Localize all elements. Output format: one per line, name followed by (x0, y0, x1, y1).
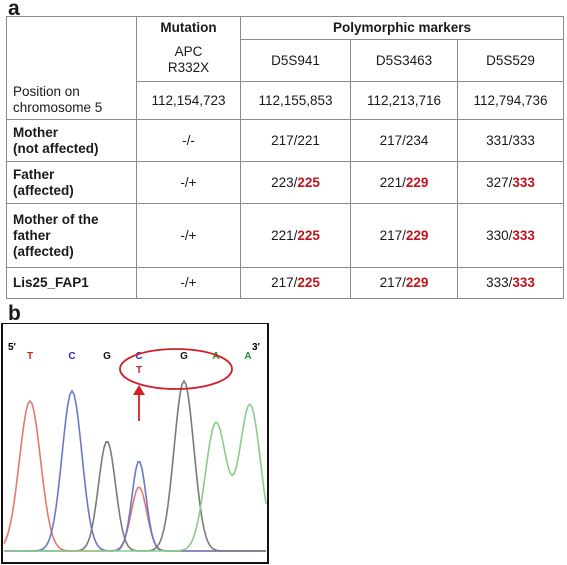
position-mutation: 112,154,723 (136, 81, 241, 120)
genotype-table: Mutation Polymorphic markers APC R332X D… (6, 16, 564, 299)
trace-a (4, 402, 267, 552)
marker-d5s3463-header: D5S3463 (350, 39, 458, 82)
base-call-a: A (244, 351, 251, 362)
trace-group (3, 379, 267, 552)
row-mutation: -/+ (136, 267, 241, 299)
position-d5s941: 112,155,853 (240, 81, 351, 120)
five-prime-label: 5' (8, 342, 16, 353)
marker-d5s529-header: D5S529 (457, 39, 564, 82)
polymorphic-markers-header: Polymorphic markers (240, 16, 564, 40)
row-name: Mother (not affected) (6, 119, 137, 162)
table-corner-cell (6, 16, 137, 40)
position-d5s3463: 112,213,716 (350, 81, 458, 120)
row-d5s3463: 221/229 (350, 161, 458, 204)
row-name: Lis25_FAP1 (6, 267, 137, 299)
chromatogram: 5' 3' T C G CTG A A (1, 323, 269, 564)
row-mutation: -/+ (136, 203, 241, 268)
panel-a-label: a (8, 0, 20, 20)
mutation-arrow-head (133, 385, 145, 395)
base-call-a: A (212, 351, 219, 362)
row-d5s3463: 217/234 (350, 119, 458, 162)
row-mutation: -/- (136, 119, 241, 162)
base-call-c: C (135, 351, 142, 362)
table-corner-cell-2 (6, 39, 137, 82)
row-d5s529: 330/333 (457, 203, 564, 268)
row-d5s941: 217/221 (240, 119, 351, 162)
position-d5s529: 112,794,736 (457, 81, 564, 120)
base-call-g: G (103, 351, 111, 362)
row-name: Father (affected) (6, 161, 137, 204)
row-d5s941: 217/225 (240, 267, 351, 299)
row-d5s529: 327/333 (457, 161, 564, 204)
table-row: Lis25_FAP1 -/+ 217/225 217/229 333/333 (6, 267, 564, 299)
mutation-header: Mutation (136, 16, 241, 40)
row-d5s941: 221/225 (240, 203, 351, 268)
row-d5s3463: 217/229 (350, 267, 458, 299)
marker-d5s941-header: D5S941 (240, 39, 351, 82)
row-d5s529: 331/333 (457, 119, 564, 162)
row-name: Mother of the father (affected) (6, 203, 137, 268)
three-prime-label: 3' (252, 342, 260, 353)
base-call-group: T C G CTG A A (27, 351, 252, 376)
row-d5s941: 223/225 (240, 161, 351, 204)
position-row-label: Position on chromosome 5 (6, 81, 137, 120)
table-row: Mother (not affected) -/- 217/221 217/23… (6, 119, 564, 162)
table-row: Father (affected) -/+ 223/225 221/229 32… (6, 161, 564, 204)
highlight-circle (119, 348, 233, 390)
row-d5s529: 333/333 (457, 267, 564, 299)
base-call-t: T (136, 365, 142, 376)
row-d5s3463: 217/229 (350, 203, 458, 268)
panel-b-label: b (8, 302, 21, 325)
row-mutation: -/+ (136, 161, 241, 204)
mutation-subheader: APC R332X (136, 39, 241, 82)
table-row: Mother of the father (affected) -/+ 221/… (6, 203, 564, 268)
base-call-t: T (27, 351, 33, 362)
base-call-g: G (180, 351, 188, 362)
base-call-c: C (68, 351, 75, 362)
